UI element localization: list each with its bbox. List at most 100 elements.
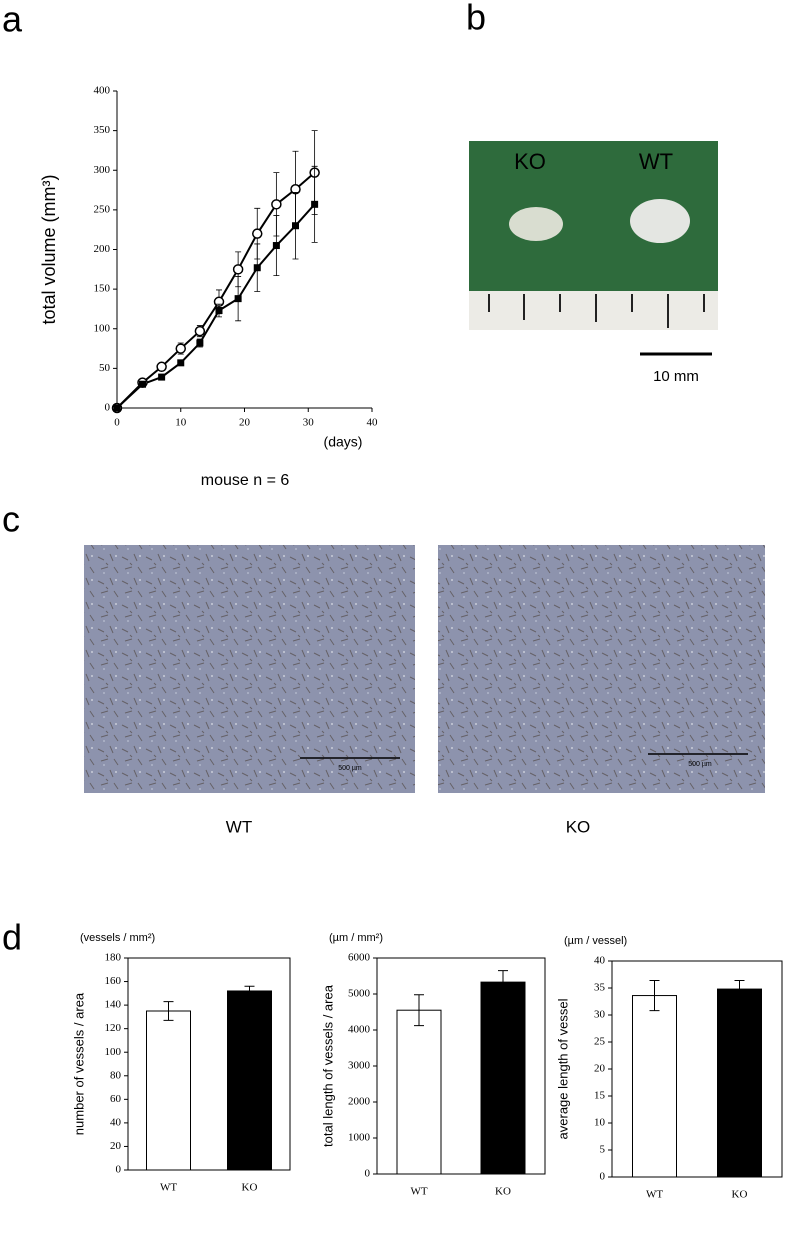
unit-label: (vessels / mm²) [80,932,155,944]
scale-label: 10 mm [653,368,699,385]
y-axis-label: average length of vessel [555,998,570,1139]
caption: KO [566,817,591,836]
y-tick-label: 0 [116,1164,122,1176]
x-tick-label: KO [732,1189,748,1201]
y-tick-label: 150 [94,283,111,295]
x-tick-label: KO [242,1182,258,1194]
panel-label: b [466,0,486,38]
x-tick-label: 20 [239,417,251,429]
y-tick-label: 0 [365,1168,371,1180]
y-tick-label: 60 [110,1093,122,1105]
point [194,325,206,337]
point [139,380,146,388]
y-axis-label: number of vessels / area [71,992,86,1135]
panel-label: d [2,917,22,958]
point [252,228,263,239]
y-tick-label: 10 [594,1117,606,1129]
y-tick-label: 0 [105,402,111,414]
y-tick-label: 160 [105,975,122,987]
error-bar [244,985,255,997]
point [158,373,166,381]
error-bar [498,970,508,995]
x-tick-label: 30 [303,417,315,429]
y-tick-label: 300 [94,164,111,176]
unit-label: (µm / mm²) [329,932,383,944]
point [215,307,223,315]
y-tick-label: 200 [94,243,111,255]
series-line [116,171,316,409]
x-tick-label: WT [410,1186,427,1198]
y-tick-label: 0 [600,1171,606,1183]
point [272,242,280,250]
photo-label: KO [514,149,546,174]
y-tick-label: 5000 [348,988,371,1000]
panel-label: c [2,499,20,540]
y-tick-label: 400 [94,85,111,97]
error-bar [649,979,660,1012]
point [196,339,204,347]
y-tick-label: 50 [99,362,111,374]
x-tick-label: 40 [367,417,379,429]
y-tick-label: 180 [105,952,122,964]
error-bar [734,979,745,999]
error-bar [163,1001,174,1021]
y-tick-label: 80 [110,1069,122,1081]
error-bar [414,994,424,1027]
point [234,295,242,303]
y-tick-label: 350 [94,124,111,136]
y-tick-label: 3000 [348,1060,371,1072]
y-tick-label: 100 [94,322,111,334]
bar [227,990,272,1171]
annotation: mouse n = 6 [201,472,290,489]
caption: WT [226,817,252,836]
plot-frame [127,957,291,1171]
bar [480,981,526,1175]
y-tick-label: 30 [594,1009,606,1021]
y-tick-label: 40 [594,955,606,967]
point [175,343,186,354]
y-tick-label: 40 [110,1116,122,1128]
point [177,359,185,367]
point [271,199,282,210]
y-tick-label: 6000 [348,952,371,964]
x-tick-label: 10 [175,417,187,429]
y-tick-label: 120 [105,1022,122,1034]
bar [396,1009,442,1175]
y-tick-label: 35 [594,982,606,994]
point [113,404,121,412]
tumor-photo [469,141,718,330]
y-tick-label: 2000 [348,1096,371,1108]
y-tick-label: 15 [594,1090,606,1102]
point [292,222,299,230]
y-tick-label: 20 [110,1140,122,1152]
x-tick-label: 0 [114,417,120,429]
y-tick-label: 100 [105,1046,122,1058]
x-tick-label: WT [160,1182,177,1194]
x-axis-label: (days) [324,434,363,450]
micrograph [84,545,415,793]
bar [717,988,762,1178]
panel-label: a [2,0,23,40]
point [156,361,167,373]
y-tick-label: 140 [105,999,122,1011]
y-tick-label: 5 [600,1144,606,1156]
unit-label: (µm / vessel) [564,935,627,947]
x-tick-label: KO [495,1186,511,1198]
photo-label: WT [639,149,673,174]
point [232,264,244,275]
y-axis-label: total length of vessels / area [320,984,335,1147]
y-tick-label: 250 [94,203,111,215]
bar [632,995,677,1178]
y-axis-label: total volume (mm³) [39,174,59,324]
bar [146,1010,191,1171]
scale-label: 500 µm [338,765,362,772]
micrograph [438,545,765,793]
y-tick-label: 1000 [348,1132,371,1144]
y-tick-label: 25 [594,1036,606,1048]
y-tick-label: 4000 [348,1024,371,1036]
y-tick-label: 20 [594,1063,606,1075]
scale-label: 500 µm [688,761,712,768]
point [311,200,319,208]
x-tick-label: WT [646,1189,663,1201]
